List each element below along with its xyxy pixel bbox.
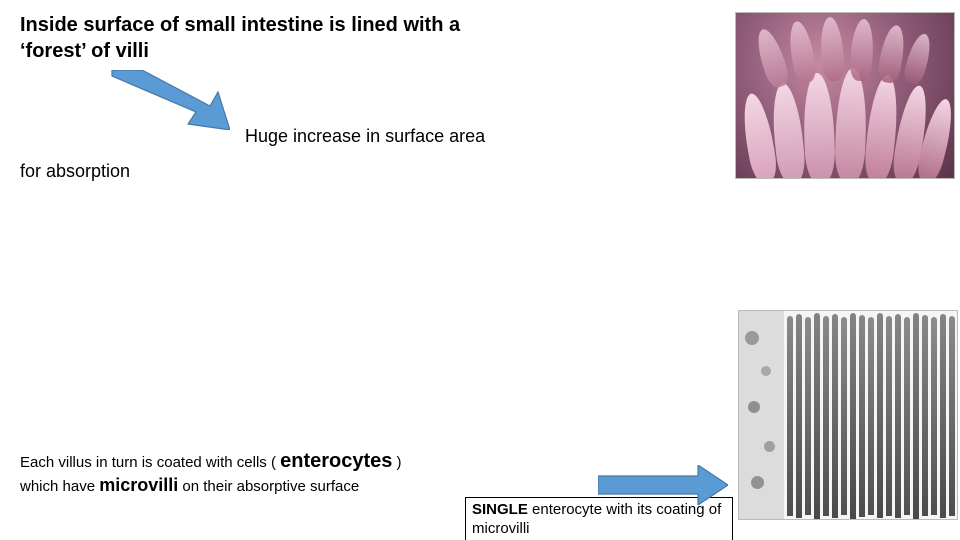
line2-suffix: on their absorptive surface <box>178 478 359 495</box>
title-block: Inside surface of small intestine is lin… <box>20 12 540 64</box>
villi-image <box>735 12 955 179</box>
microvilli-image-bg <box>739 311 957 519</box>
paragraph-line-1: Each villus in turn is coated with cells… <box>20 448 600 474</box>
arrow-down-right-svg <box>100 70 230 130</box>
title-line-2: ‘forest’ of villi <box>20 38 540 64</box>
microvilli-image <box>738 310 958 520</box>
villi-image-bg <box>736 13 954 178</box>
arrow-right <box>598 465 728 505</box>
arrow-down-right <box>100 70 230 130</box>
absorption-text: for absorption <box>20 160 130 183</box>
enterocytes-word: enterocytes <box>280 450 392 472</box>
enterocyte-cell-body <box>739 311 784 519</box>
caption-single: SINGLE <box>472 501 528 518</box>
enterocyte-paragraph: Each villus in turn is coated with cells… <box>20 448 600 497</box>
line2-prefix: which have <box>20 478 99 495</box>
title-line-1: Inside surface of small intestine is lin… <box>20 12 540 38</box>
line1-prefix: Each villus in turn is coated with cells… <box>20 454 280 471</box>
slide: Inside surface of small intestine is lin… <box>0 0 960 540</box>
paragraph-line-2: which have microvilli on their absorptiv… <box>20 474 600 497</box>
line1-suffix: ) <box>392 454 401 471</box>
microvilli-word: microvilli <box>99 475 178 495</box>
surface-area-text: Huge increase in surface area <box>245 125 485 148</box>
arrow-right-svg <box>598 465 728 505</box>
